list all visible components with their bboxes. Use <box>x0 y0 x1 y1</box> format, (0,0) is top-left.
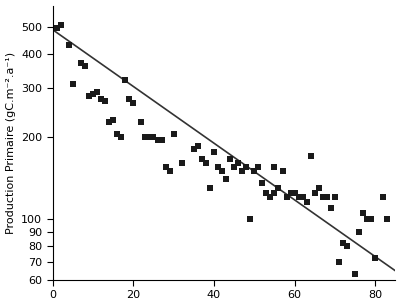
Point <box>316 185 322 190</box>
Point <box>223 177 229 181</box>
Point <box>138 120 145 125</box>
Point <box>271 164 277 169</box>
Point <box>288 190 294 195</box>
Point <box>166 168 173 173</box>
Point <box>247 217 253 222</box>
Point <box>215 164 221 169</box>
Point <box>146 134 153 139</box>
Point <box>227 157 233 162</box>
Point <box>170 131 177 136</box>
Point <box>364 217 371 222</box>
Point <box>86 94 92 99</box>
Point <box>142 134 149 139</box>
Point <box>66 43 72 48</box>
Point <box>304 200 310 205</box>
Point <box>94 90 100 95</box>
Point <box>384 217 391 222</box>
Point <box>312 190 318 195</box>
Point <box>336 259 342 264</box>
Point <box>110 118 116 122</box>
Point <box>70 82 76 87</box>
Point <box>211 150 217 155</box>
Point <box>130 100 136 105</box>
Point <box>344 243 350 248</box>
Point <box>239 168 245 173</box>
Point <box>275 185 282 190</box>
Point <box>340 240 346 245</box>
Point <box>207 185 213 190</box>
Point <box>324 195 330 200</box>
Point <box>90 92 96 97</box>
Point <box>53 26 60 31</box>
Point <box>194 143 201 148</box>
Point <box>292 190 298 195</box>
Point <box>356 229 363 234</box>
Point <box>352 272 358 277</box>
Point <box>178 161 185 166</box>
Point <box>235 161 241 166</box>
Point <box>368 217 375 222</box>
Point <box>279 168 286 173</box>
Point <box>150 134 157 139</box>
Point <box>102 98 108 103</box>
Point <box>267 195 273 200</box>
Point <box>308 153 314 158</box>
Y-axis label: Production Primaire (gC.m⁻².a⁻¹): Production Primaire (gC.m⁻².a⁻¹) <box>6 52 16 234</box>
Point <box>380 195 387 200</box>
Point <box>114 131 120 136</box>
Point <box>231 164 237 169</box>
Point <box>372 256 379 261</box>
Point <box>251 168 257 173</box>
Point <box>360 211 367 216</box>
Point <box>78 61 84 65</box>
Point <box>158 137 165 142</box>
Point <box>198 157 205 162</box>
Point <box>255 164 261 169</box>
Point <box>320 195 326 200</box>
Point <box>98 96 104 101</box>
Point <box>263 190 269 195</box>
Point <box>259 181 265 186</box>
Point <box>271 190 277 195</box>
Point <box>328 205 334 210</box>
Point <box>190 147 197 151</box>
Point <box>82 64 88 69</box>
Point <box>243 164 249 169</box>
Point <box>284 195 290 200</box>
Point <box>57 22 64 27</box>
Point <box>162 164 169 169</box>
Point <box>219 168 225 173</box>
Point <box>122 78 128 83</box>
Point <box>126 96 132 101</box>
Point <box>106 120 112 125</box>
Point <box>154 137 161 142</box>
Point <box>332 195 338 200</box>
Point <box>118 134 124 139</box>
Point <box>203 161 209 166</box>
Point <box>296 195 302 200</box>
Point <box>300 195 306 200</box>
